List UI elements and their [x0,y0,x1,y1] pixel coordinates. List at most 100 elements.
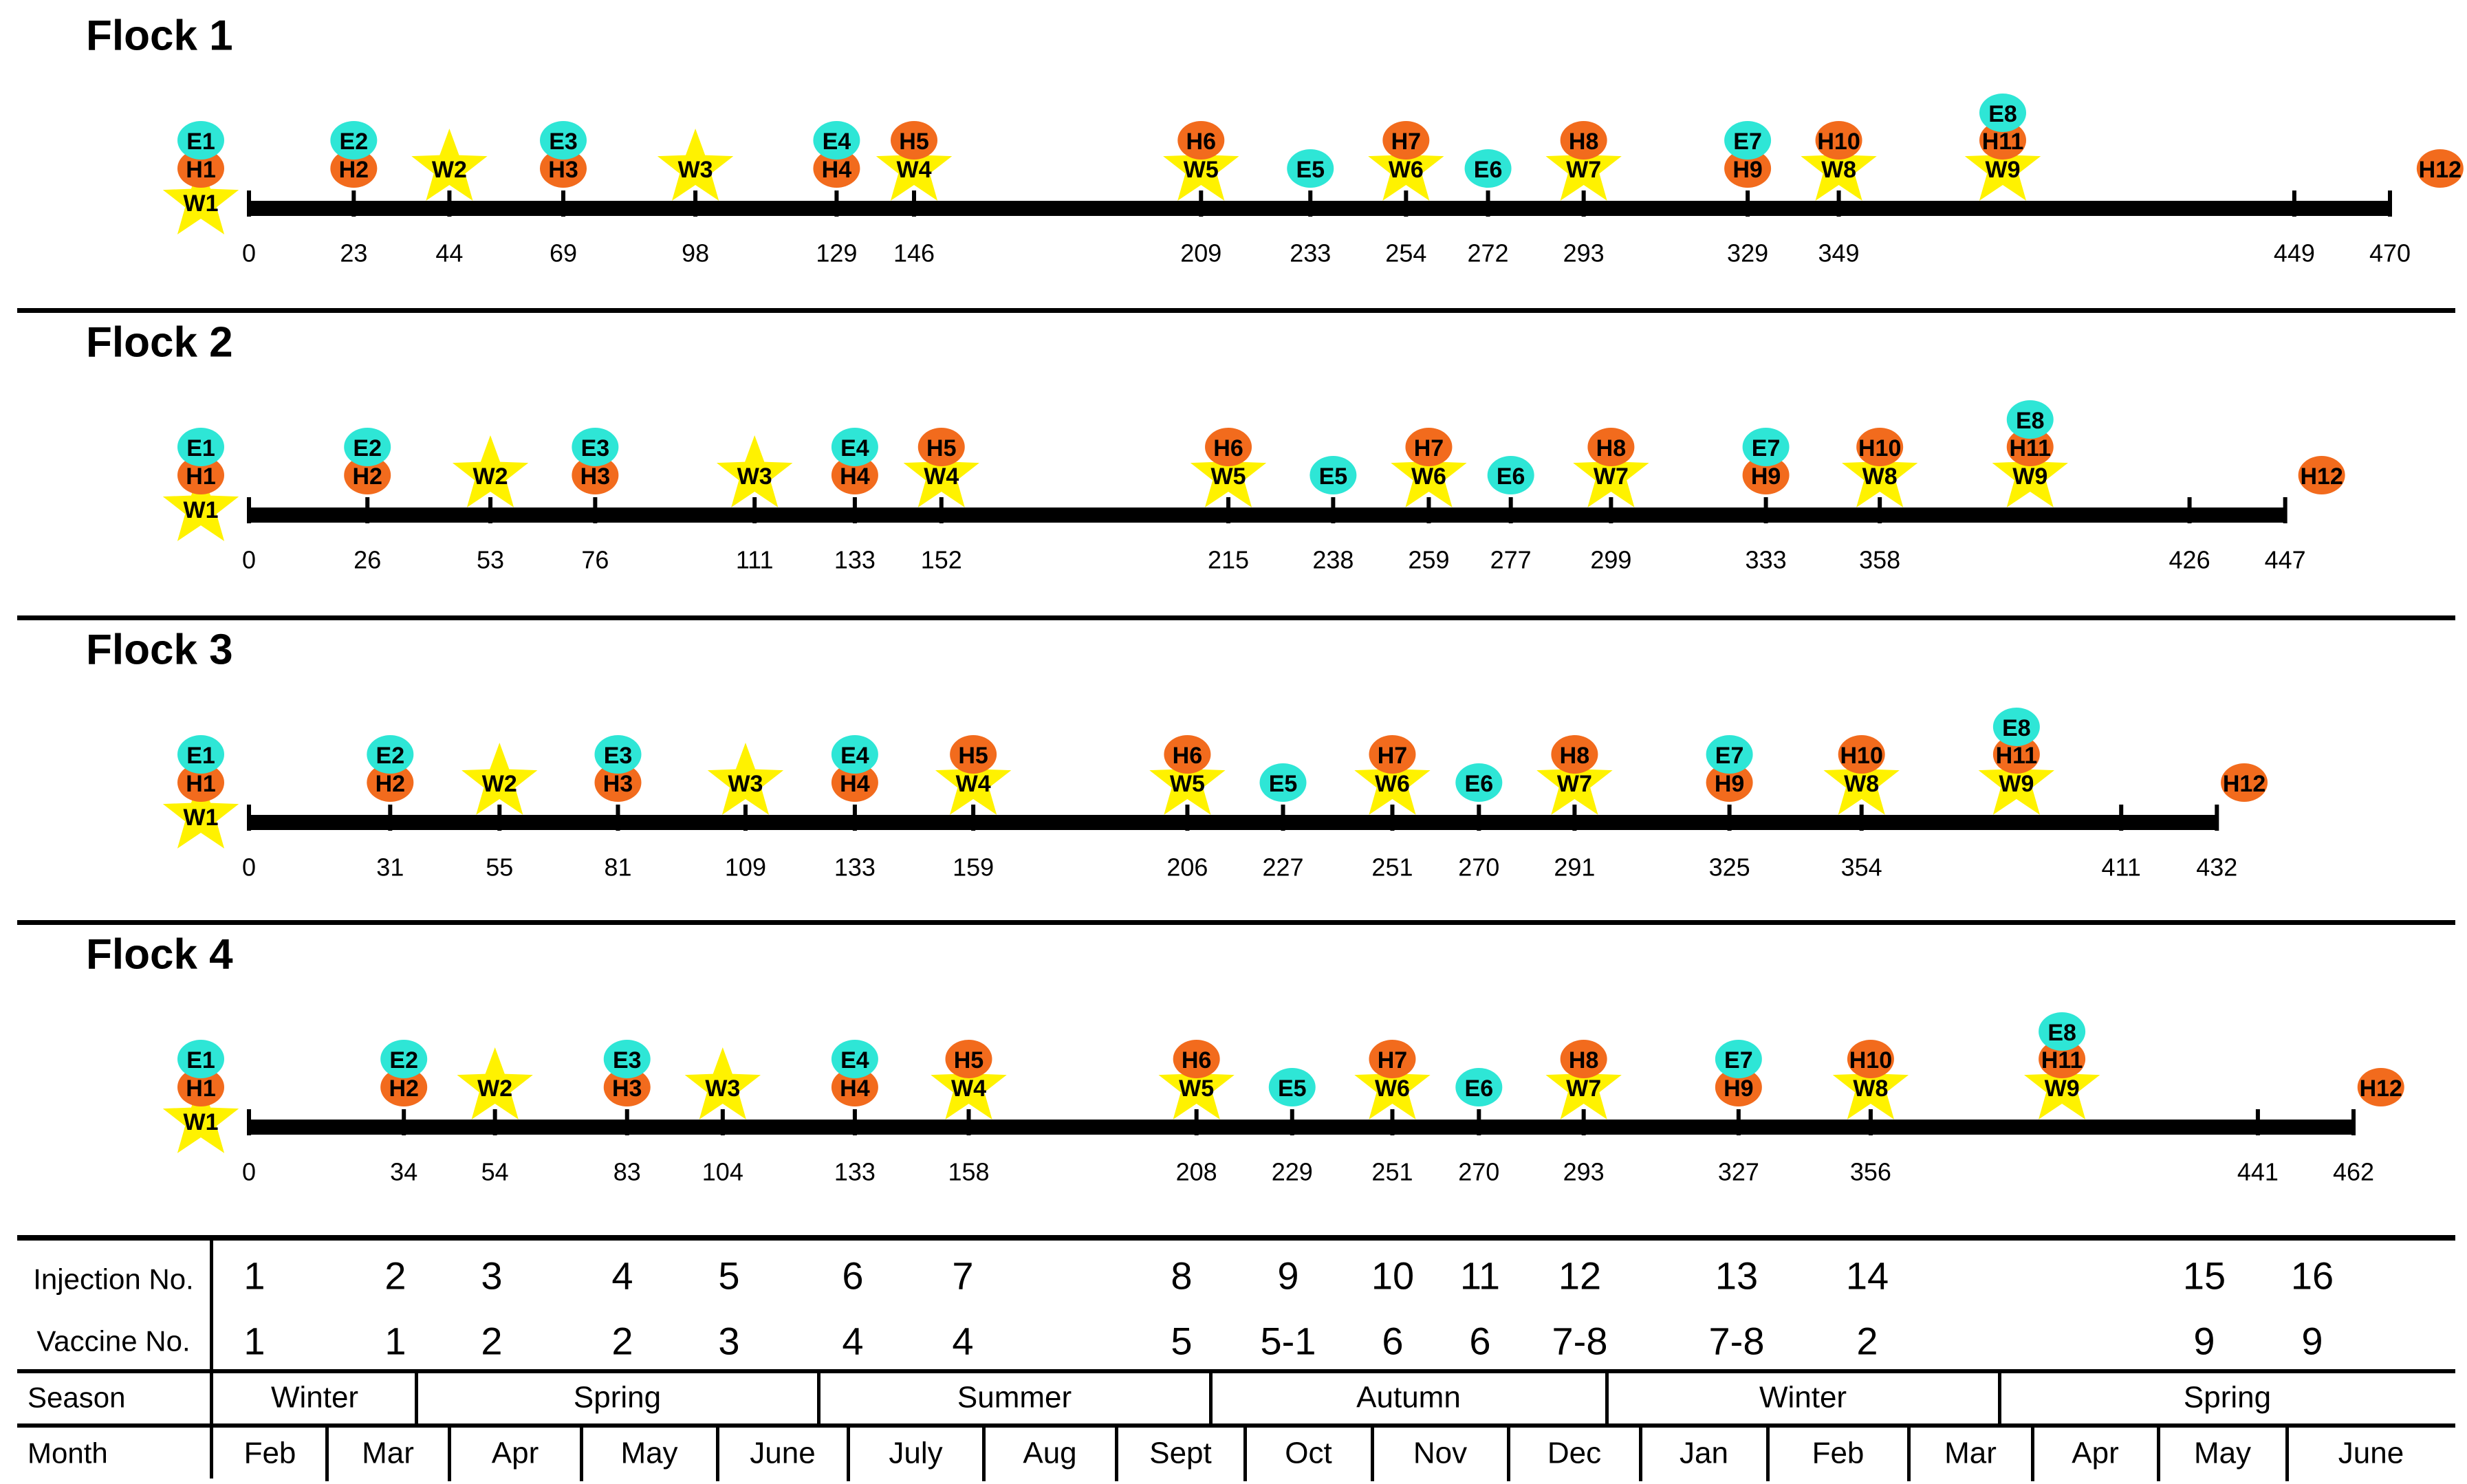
tick-mark [939,497,944,523]
water-star-marker [1545,129,1622,201]
estrus-circle-marker [2039,1012,2086,1051]
tick-label: 133 [834,546,876,574]
water-star-marker [1978,743,2054,815]
water-star-marker [162,1081,239,1153]
flock-separator [17,920,2455,925]
tick-mark [743,805,748,831]
injection-number: 14 [1846,1254,1889,1298]
tick-label: 209 [1180,239,1221,268]
tick-label: 133 [834,853,876,882]
tick-label: 233 [1290,239,1331,268]
hunting-circle-marker [2221,763,2268,802]
marker-label: W8 [1853,1076,1888,1102]
month-label: June [750,1437,815,1470]
vaccine-row-label: Vaccine No. [36,1325,190,1357]
marker-label: E2 [353,435,382,461]
marker-label: E3 [549,129,578,155]
tick-label: 206 [1166,853,1208,882]
month-divider [847,1426,850,1481]
injection-number: 8 [1171,1254,1192,1298]
month-divider [1907,1426,1911,1481]
marker-label: H5 [899,129,928,155]
tick-mark [616,805,620,831]
hunting-circle-marker [594,763,642,802]
month-label: July [889,1437,942,1470]
marker-label: E5 [1296,157,1325,183]
hunting-circle-marker [831,763,878,802]
tick-mark [247,805,251,831]
marker-label: W1 [184,805,219,831]
tick-mark [1486,190,1490,217]
tick-label: 325 [1709,853,1750,882]
estrus-circle-marker [1487,456,1534,494]
marker-label: E7 [1724,1047,1753,1073]
hunting-circle-marker [1369,1040,1416,1078]
water-star-marker [1992,435,2068,508]
estrus-circle-marker [1259,763,1307,802]
marker-label: H12 [2419,157,2461,183]
marker-label: W8 [1844,771,1879,797]
marker-label: W1 [184,1109,219,1135]
water-star-marker [1354,743,1431,815]
tick-label: 129 [816,239,857,268]
tick-label: 76 [581,546,609,574]
marker-label: E8 [1988,101,2017,127]
marker-label: H12 [2223,771,2265,797]
tick-label: 238 [1312,546,1354,574]
hunting-circle-marker [2357,1068,2404,1106]
tick-label: 158 [948,1158,989,1186]
tick-mark [1746,190,1750,217]
water-star-marker [657,129,734,201]
vaccine-number: 1 [384,1320,406,1363]
vaccine-number: 6 [1469,1320,1490,1363]
marker-label: E6 [1497,463,1525,490]
marker-label: H2 [389,1076,418,1102]
month-row-label: Month [28,1437,108,1470]
marker-label: W7 [1594,463,1629,490]
tick-mark [1572,805,1577,831]
month-divider [1766,1426,1770,1481]
tick-mark [1226,497,1231,523]
marker-label: W6 [1375,771,1410,797]
month-label: Nov [1413,1437,1467,1470]
tick-mark [497,805,502,831]
hunting-circle-marker [2298,456,2345,494]
month-divider [982,1426,986,1481]
marker-label: E4 [840,435,869,461]
water-star-marker [1823,743,1900,815]
tick-label: 293 [1563,239,1605,268]
season-label: Spring [574,1381,661,1415]
marker-label: W2 [477,1076,512,1102]
marker-label: H6 [1213,435,1243,461]
water-star-marker [1158,1047,1235,1120]
hunting-circle-marker [1838,735,1885,774]
marker-label: H6 [1186,129,1216,155]
marker-label: W8 [1821,157,1856,183]
tick-mark [1859,805,1864,831]
hunting-circle-marker [1724,149,1772,188]
season-label: Autumn [1356,1381,1461,1415]
marker-label: E1 [186,435,215,461]
marker-label: W2 [432,157,467,183]
hunting-circle-marker [1742,456,1790,494]
marker-label: H4 [840,463,870,490]
marker-label: W9 [1986,157,2021,183]
month-label: Aug [1023,1437,1076,1470]
hunting-circle-marker [1405,428,1453,466]
tick-label: 277 [1490,546,1532,574]
marker-label: W1 [184,497,219,523]
water-star-marker [684,1047,761,1120]
water-star-marker [162,776,239,849]
hunting-circle-marker [177,763,224,802]
marker-label: E2 [376,743,405,769]
tick-label: 31 [376,853,404,882]
tick-label: 447 [2265,546,2306,574]
vaccine-number: 7-8 [1709,1320,1765,1363]
flock-title: Flock 3 [86,626,233,674]
month-divider [716,1426,719,1481]
estrus-circle-marker [1268,1068,1316,1106]
tick-mark [1199,190,1204,217]
estrus-circle-marker [344,428,391,466]
month-label: Dec [1547,1437,1601,1470]
water-star-marker [411,129,488,201]
